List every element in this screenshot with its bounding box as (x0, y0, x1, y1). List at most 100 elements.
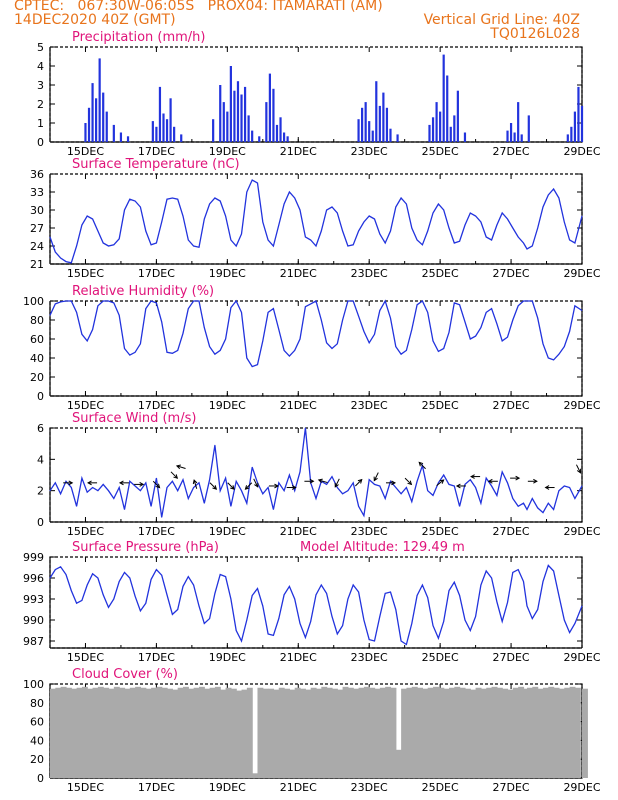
data-point (368, 342, 370, 344)
data-point (531, 300, 533, 302)
data-point (251, 595, 253, 596)
data-point (427, 490, 429, 492)
data-point (262, 221, 264, 223)
wind-arrow-head (118, 480, 124, 486)
data-point (49, 577, 51, 579)
data-point (294, 350, 296, 351)
data-point (448, 227, 450, 229)
data-point (187, 308, 189, 309)
data-point (352, 482, 354, 484)
cloud-bar (379, 687, 386, 778)
y-tick-label: 100 (23, 678, 44, 691)
data-point (326, 342, 327, 344)
precip-bar (368, 121, 371, 142)
x-tick-label: 25DEC (422, 525, 459, 538)
y-tick-label: 0 (37, 136, 44, 149)
x-tick-label: 15DEC (67, 781, 104, 794)
precip-bar (240, 94, 243, 142)
y-tick-label: 36 (30, 168, 44, 181)
precip-bar (463, 132, 467, 142)
x-tick-label: 27DEC (493, 525, 530, 538)
data-point (384, 242, 386, 244)
data-point (453, 581, 455, 583)
data-point (352, 584, 354, 586)
data-point (542, 581, 544, 582)
panel-title: Precipitation (mm/h) (72, 30, 205, 45)
data-point (156, 242, 157, 244)
data-point (390, 480, 391, 482)
precip-bar (173, 126, 176, 142)
cloud-bar (289, 689, 296, 778)
precip-bar (573, 111, 577, 142)
data-point (569, 331, 570, 332)
data-point (294, 197, 296, 199)
data-point (358, 505, 359, 507)
cloud-bar (230, 688, 237, 778)
data-point (267, 239, 269, 241)
data-point (198, 246, 200, 248)
data-point (140, 490, 141, 492)
cloud-bar (523, 688, 530, 778)
cloud-bar (225, 687, 232, 778)
data-point (352, 300, 354, 302)
cloud-bar (300, 688, 306, 778)
data-point (523, 300, 524, 302)
data-point (140, 610, 141, 612)
data-point (342, 230, 343, 232)
data-point (134, 595, 136, 597)
data-point (336, 343, 338, 345)
data-point (193, 487, 195, 488)
data-point (113, 302, 115, 304)
data-point (60, 257, 61, 259)
data-point (225, 477, 227, 479)
precip-bar (282, 132, 286, 142)
data-point (469, 212, 471, 214)
data-point (558, 353, 560, 355)
cloud-bar (262, 688, 269, 778)
data-point (113, 498, 115, 499)
data-point (453, 242, 455, 244)
data-point (166, 487, 168, 488)
wind-arrow-head (317, 478, 323, 484)
data-point (209, 346, 211, 347)
x-tick-label: 27DEC (493, 267, 530, 280)
data-point (241, 312, 242, 313)
cloud-bar (220, 689, 227, 778)
cloud-bar (390, 687, 397, 778)
cloud-bar (502, 688, 509, 778)
data-point (150, 244, 152, 246)
data-point (273, 245, 274, 247)
precip-bar (364, 102, 367, 142)
data-point (187, 576, 189, 577)
data-point (129, 577, 131, 579)
data-point (235, 630, 237, 631)
data-point (427, 312, 429, 313)
data-point (379, 616, 381, 617)
wind-arrow-head (576, 468, 582, 474)
data-point (193, 245, 195, 247)
cloud-bar (55, 687, 62, 778)
cloud-bar (284, 688, 290, 778)
x-tick-label: 21DEC (280, 145, 317, 158)
data-point (315, 245, 317, 247)
y-tick-label: 990 (23, 614, 44, 627)
wind-arrow-head (192, 479, 198, 485)
data-point (198, 605, 200, 607)
data-point (278, 482, 280, 484)
precip-bar (95, 98, 98, 142)
data-point (124, 509, 125, 510)
data-point (501, 212, 503, 214)
data-point (569, 239, 570, 241)
precip-bar (155, 126, 158, 142)
wind-arrow-head (274, 483, 279, 489)
cloud-bar (326, 687, 333, 778)
data-point (336, 487, 338, 488)
cloud-bar (252, 773, 259, 778)
data-point (70, 487, 72, 488)
cloud-bar (459, 687, 466, 778)
data-point (374, 333, 375, 335)
data-point (49, 314, 51, 316)
cloud-bar (140, 687, 147, 778)
data-point (310, 621, 312, 622)
x-tick-label: 21DEC (280, 399, 317, 412)
